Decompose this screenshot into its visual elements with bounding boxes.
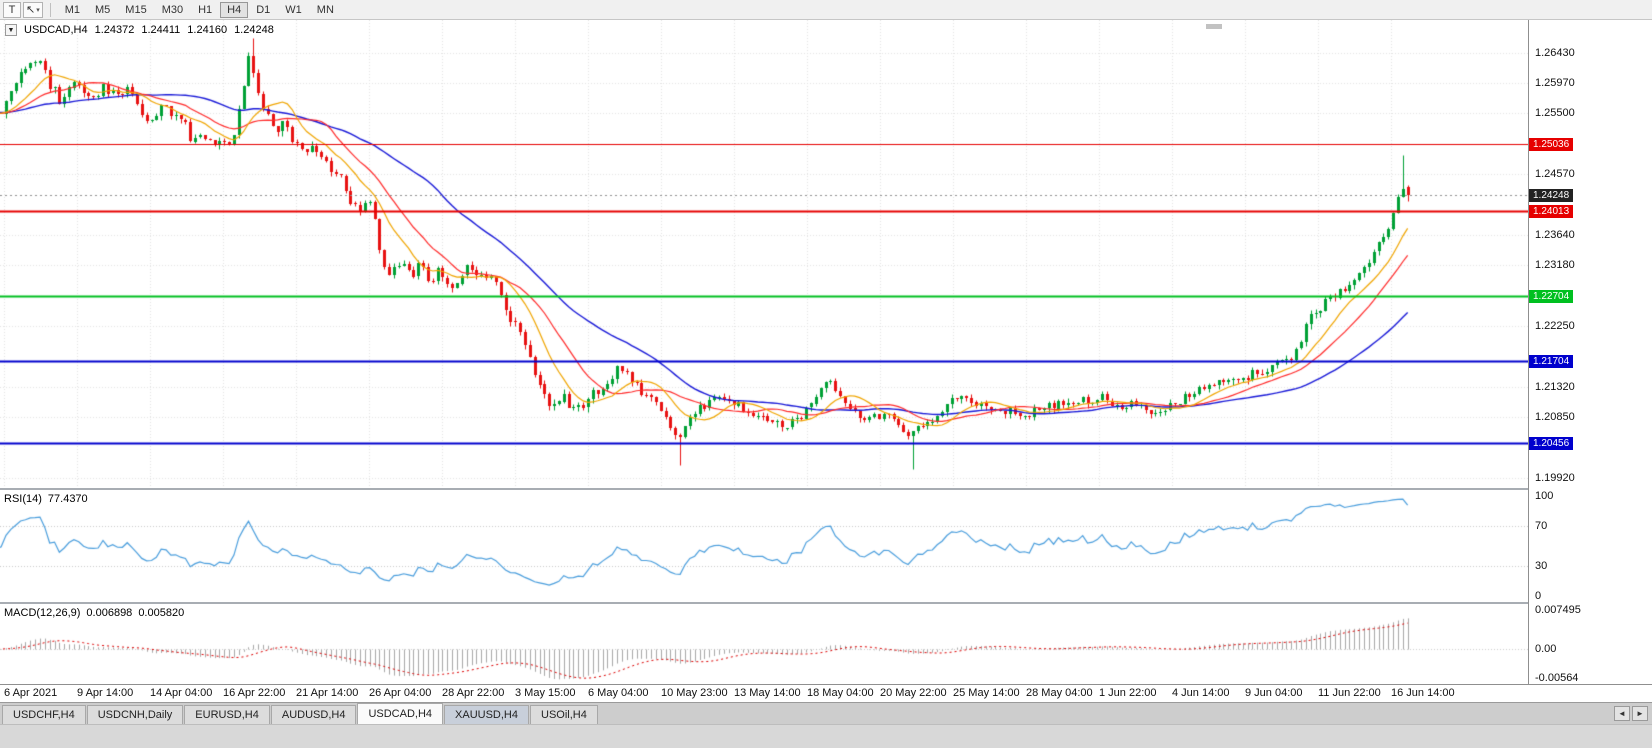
macd-scale-label: -0.00564 xyxy=(1535,672,1579,684)
caret-down-icon: ▾ xyxy=(36,6,40,14)
tab-bar: ◄ ► USDCHF,H4 USDCNH,Daily EURUSD,H4 AUDUSD… xyxy=(0,702,1652,724)
price-tick-label: 1.22250 xyxy=(1535,319,1575,332)
time-axis-label: 11 Jun 22:00 xyxy=(1318,687,1381,699)
time-axis-label: 10 May 23:00 xyxy=(661,687,728,699)
macd-header: MACD(12,26,9) 0.006898 0.005820 xyxy=(4,607,184,619)
chart-ohlc-header: ▼ USDCAD,H4 1.24372 1.24411 1.24160 1.24… xyxy=(5,24,274,36)
chart-symbol-label: USDCAD,H4 xyxy=(24,24,88,36)
rsi-scale-label: 100 xyxy=(1535,490,1554,502)
chart-area: ▼ USDCAD,H4 1.24372 1.24411 1.24160 1.24… xyxy=(0,20,1652,702)
chart-tab-eurusd-h4[interactable]: EURUSD,H4 xyxy=(184,705,270,724)
time-axis-label: 20 May 22:00 xyxy=(880,687,947,699)
chart-low-value: 1.24160 xyxy=(187,24,228,36)
chart-tab-audusd-h4[interactable]: AUDUSD,H4 xyxy=(270,705,357,724)
price-tick-label: 1.21320 xyxy=(1535,380,1575,393)
chart-tab-usdchf-h4[interactable]: USDCHF,H4 xyxy=(2,705,86,724)
timeframe-button-d1[interactable]: D1 xyxy=(256,3,271,16)
price-level-badge: 1.24013 xyxy=(1529,204,1574,218)
chart-open-value: 1.24372 xyxy=(94,24,135,36)
time-axis-label: 1 Jun 22:00 xyxy=(1099,687,1157,699)
timeframe-button-w1[interactable]: W1 xyxy=(285,3,302,16)
time-axis-label: 13 May 14:00 xyxy=(734,687,801,699)
tabs-scroll-right-button[interactable]: ► xyxy=(1632,706,1648,721)
price-tick-label: 1.23640 xyxy=(1535,228,1575,241)
time-axis-label: 18 May 04:00 xyxy=(807,687,874,699)
macd-signal-value: 0.005820 xyxy=(138,607,185,619)
timeframe-button-m1[interactable]: M1 xyxy=(64,3,81,16)
time-axis-label: 16 Apr 22:00 xyxy=(223,687,286,699)
macd-main-value: 0.006898 xyxy=(86,607,133,619)
price-tick-label: 1.19920 xyxy=(1535,472,1575,484)
cursor-icon: ↖ xyxy=(26,4,36,16)
time-axis-label: 21 Apr 14:00 xyxy=(296,687,359,699)
price-tick-label: 1.25970 xyxy=(1535,76,1575,89)
time-axis-label: 14 Apr 04:00 xyxy=(150,687,213,699)
timeframe-group: M1 M5 M15 M30 H1 H4 D1 W1 MN xyxy=(58,1,341,18)
chart-close-value: 1.24248 xyxy=(234,24,274,36)
timeframe-button-m15[interactable]: M15 xyxy=(125,3,147,16)
price-tick-label: 1.25500 xyxy=(1535,107,1575,120)
current-price-badge: 1.24248 xyxy=(1529,189,1574,203)
price-level-badge: 1.21704 xyxy=(1529,355,1574,369)
one-click-trading-toggle[interactable]: ▼ xyxy=(5,24,17,36)
time-axis-label: 4 Jun 14:00 xyxy=(1172,687,1230,699)
rsi-scale-label: 30 xyxy=(1535,560,1548,572)
chart-tab-usdcad-h4[interactable]: USDCAD,H4 xyxy=(357,703,444,724)
status-bar xyxy=(0,724,1652,748)
triangle-down-icon: ▼ xyxy=(7,26,15,34)
time-axis-label: 28 May 04:00 xyxy=(1026,687,1093,699)
time-axis-label: 6 Apr 2021 xyxy=(4,687,58,699)
time-axis-label: 26 Apr 04:00 xyxy=(369,687,432,699)
macd-indicator-name: MACD(12,26,9) xyxy=(4,607,81,619)
timeframe-button-m30[interactable]: M30 xyxy=(161,3,184,16)
tab-scroll-arrows: ◄ ► xyxy=(1614,706,1648,721)
rsi-indicator-canvas[interactable] xyxy=(0,490,1528,602)
timeframe-button-h1[interactable]: H1 xyxy=(198,3,213,16)
chart-high-value: 1.24411 xyxy=(141,24,181,36)
panel-splitter[interactable] xyxy=(0,488,1652,490)
pointer-tool-button[interactable]: ↖ ▾ xyxy=(23,1,43,18)
toolbar-separator xyxy=(49,2,51,17)
chart-tab-xauusd-h4[interactable]: XAUUSD,H4 xyxy=(444,705,529,724)
rsi-scale-label: 70 xyxy=(1535,520,1548,532)
chart-tab-usoil-h4[interactable]: USOil,H4 xyxy=(530,705,598,724)
price-level-badge: 1.25036 xyxy=(1529,137,1574,151)
time-axis-label: 16 Jun 14:00 xyxy=(1391,687,1455,699)
rsi-indicator-value: 77.4370 xyxy=(47,493,88,505)
time-axis-label: 3 May 15:00 xyxy=(515,687,576,699)
tabs-scroll-left-button[interactable]: ◄ xyxy=(1614,706,1630,721)
price-level-badge: 1.22704 xyxy=(1529,290,1574,304)
price-level-badge: 1.20456 xyxy=(1529,436,1574,450)
time-axis-label: 9 Apr 14:00 xyxy=(77,687,134,699)
rsi-header: RSI(14) 77.4370 xyxy=(4,493,88,505)
macd-scale-label: 0.007495 xyxy=(1535,604,1581,616)
price-tick-label: 1.23180 xyxy=(1535,259,1575,271)
macd-indicator-canvas[interactable] xyxy=(0,604,1528,684)
time-axis-label: 28 Apr 22:00 xyxy=(442,687,505,699)
price-tick-label: 1.26430 xyxy=(1535,46,1575,59)
panel-splitter[interactable] xyxy=(0,602,1652,604)
time-axis-label: 6 May 04:00 xyxy=(588,687,649,699)
price-scale-column[interactable]: 1.26430 1.25970 1.25500 1.24570 1.23640 1.231… xyxy=(1528,20,1652,684)
rsi-scale-label: 0 xyxy=(1535,590,1542,602)
chart-hscroll-thumb[interactable] xyxy=(1206,24,1222,29)
timeframe-button-mn[interactable]: MN xyxy=(316,3,334,16)
price-tick-label: 1.20850 xyxy=(1535,411,1575,424)
text-tool-button[interactable]: T xyxy=(3,1,21,18)
macd-scale-label: 0.00 xyxy=(1535,642,1557,655)
time-axis-label: 9 Jun 04:00 xyxy=(1245,687,1303,699)
timeframe-button-h4[interactable]: H4 xyxy=(220,1,249,18)
toolbar: T ↖ ▾ M1 M5 M15 M30 H1 H4 D1 W1 MN xyxy=(0,0,1652,20)
price-chart-canvas[interactable] xyxy=(0,20,1528,488)
time-axis-label: 25 May 14:00 xyxy=(953,687,1020,699)
chart-tab-usdcnh-daily[interactable]: USDCNH,Daily xyxy=(86,705,184,724)
timeframe-button-m5[interactable]: M5 xyxy=(95,3,111,16)
time-axis: 6 Apr 2021 9 Apr 14:00 14 Apr 04:00 16 Apr … xyxy=(0,684,1652,702)
rsi-indicator-name: RSI(14) xyxy=(4,493,42,505)
price-tick-label: 1.24570 xyxy=(1535,168,1575,181)
